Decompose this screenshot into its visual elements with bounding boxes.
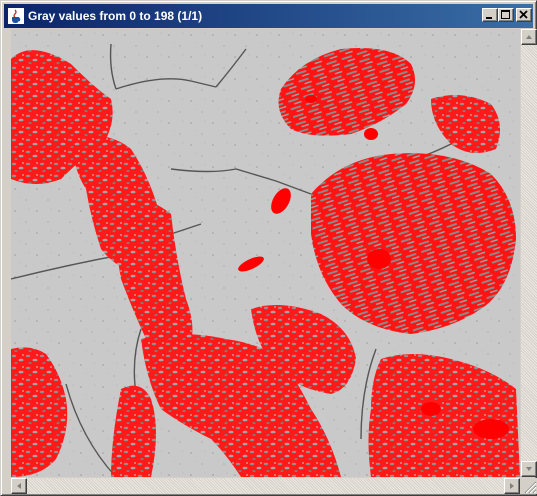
minimize-icon bbox=[486, 17, 492, 19]
region-center-bottom bbox=[141, 334, 341, 477]
region-right-lower bbox=[251, 305, 356, 394]
region-right-large-lamellar bbox=[311, 153, 516, 334]
minimize-button[interactable] bbox=[482, 8, 498, 22]
title-bar[interactable]: Gray values from 0 to 198 (1/1) bbox=[4, 4, 533, 28]
region-top-right-small bbox=[431, 95, 500, 153]
resize-grip-icon bbox=[524, 481, 537, 494]
region-center-vein bbox=[117, 198, 193, 365]
maximize-button[interactable] bbox=[498, 8, 514, 22]
region-bottom-left-strip bbox=[111, 385, 156, 477]
close-icon bbox=[519, 10, 528, 19]
close-button[interactable] bbox=[516, 8, 532, 22]
thresholded-regions bbox=[11, 48, 520, 477]
arrow-left-icon bbox=[17, 483, 21, 489]
arrow-down-icon bbox=[526, 467, 532, 471]
image-canvas-area[interactable] bbox=[11, 29, 520, 477]
region-bottom-left bbox=[11, 347, 68, 477]
scroll-down-button[interactable] bbox=[521, 461, 537, 477]
horizontal-scrollbar[interactable] bbox=[11, 478, 520, 494]
scroll-right-button[interactable] bbox=[504, 478, 520, 494]
vertical-scrollbar[interactable] bbox=[521, 29, 537, 477]
arrow-right-icon bbox=[510, 483, 514, 489]
maximize-icon bbox=[501, 10, 510, 19]
region-top-right-lamellar bbox=[278, 48, 415, 136]
scroll-left-button[interactable] bbox=[11, 478, 27, 494]
arrow-up-icon bbox=[526, 35, 532, 39]
thresholded-microstructure-image[interactable] bbox=[11, 29, 520, 477]
window-title: Gray values from 0 to 198 (1/1) bbox=[28, 9, 203, 23]
java-cup-icon[interactable] bbox=[8, 8, 24, 24]
resize-grip[interactable] bbox=[521, 478, 537, 494]
solid-red-patches bbox=[238, 95, 509, 439]
region-bottom-right bbox=[368, 354, 520, 477]
scroll-up-button[interactable] bbox=[521, 29, 537, 45]
